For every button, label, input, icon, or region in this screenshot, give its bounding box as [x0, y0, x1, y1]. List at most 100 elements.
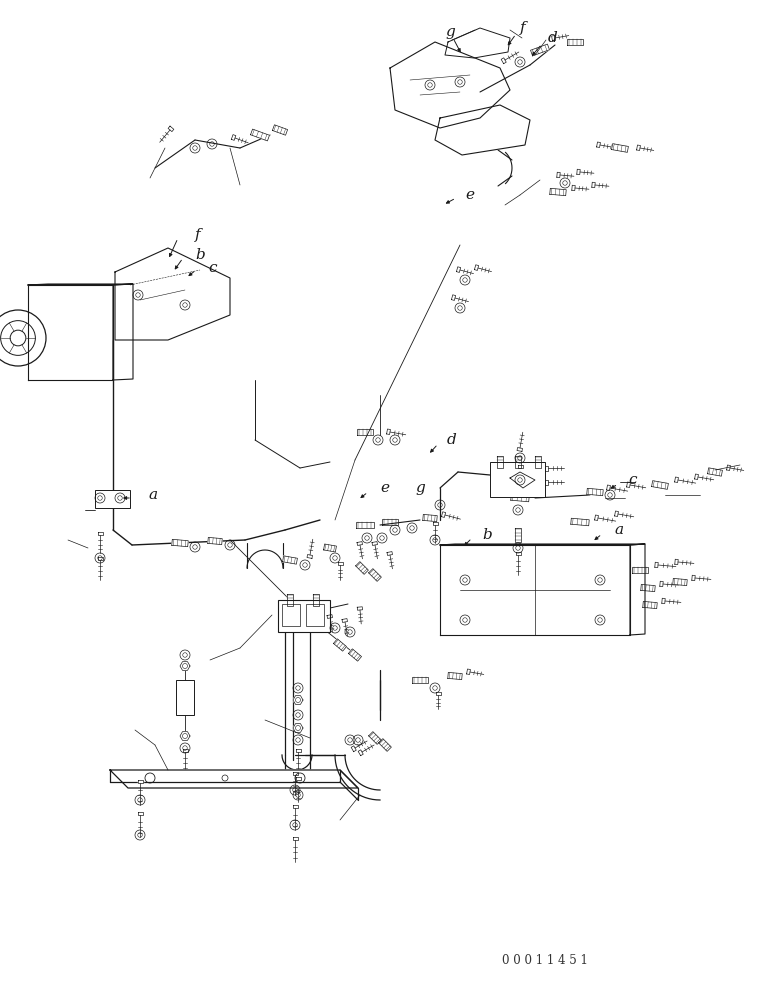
Bar	[95, 490, 130, 508]
Polygon shape	[180, 732, 190, 740]
Polygon shape	[655, 562, 658, 568]
Polygon shape	[250, 129, 269, 141]
Polygon shape	[497, 456, 503, 468]
Polygon shape	[643, 601, 657, 608]
Polygon shape	[390, 42, 510, 128]
Polygon shape	[651, 480, 669, 489]
Polygon shape	[372, 541, 377, 545]
Polygon shape	[448, 672, 462, 679]
Polygon shape	[231, 135, 236, 140]
Polygon shape	[612, 144, 628, 153]
Polygon shape	[295, 749, 301, 752]
Bar	[306, 604, 324, 626]
Polygon shape	[357, 606, 363, 610]
Polygon shape	[440, 545, 630, 635]
Polygon shape	[97, 557, 102, 560]
Text: c: c	[208, 261, 216, 275]
Polygon shape	[606, 485, 610, 490]
Polygon shape	[440, 544, 645, 545]
Polygon shape	[445, 28, 510, 58]
Polygon shape	[423, 515, 437, 522]
Polygon shape	[630, 544, 645, 635]
Polygon shape	[501, 58, 506, 64]
Polygon shape	[592, 182, 595, 187]
Polygon shape	[632, 567, 648, 573]
Polygon shape	[660, 582, 663, 587]
Text: g: g	[445, 25, 455, 39]
Text: e: e	[465, 188, 474, 202]
Polygon shape	[456, 267, 461, 272]
Polygon shape	[442, 512, 446, 518]
Text: b: b	[195, 248, 205, 262]
Polygon shape	[550, 188, 566, 195]
Polygon shape	[182, 749, 187, 752]
Polygon shape	[691, 575, 695, 581]
Polygon shape	[545, 465, 548, 470]
Polygon shape	[577, 170, 580, 175]
Polygon shape	[436, 692, 440, 695]
Polygon shape	[357, 541, 363, 545]
Polygon shape	[433, 522, 437, 525]
Polygon shape	[356, 522, 374, 528]
Text: c: c	[628, 473, 637, 487]
Polygon shape	[637, 145, 641, 151]
Polygon shape	[110, 770, 358, 788]
Polygon shape	[342, 618, 348, 622]
Polygon shape	[137, 780, 143, 783]
Polygon shape	[412, 677, 428, 683]
Polygon shape	[172, 539, 188, 546]
Polygon shape	[567, 39, 583, 45]
Polygon shape	[295, 777, 301, 780]
Polygon shape	[535, 456, 541, 468]
Polygon shape	[292, 772, 298, 775]
Text: a: a	[148, 488, 157, 502]
Polygon shape	[435, 105, 530, 155]
Polygon shape	[552, 35, 556, 41]
Polygon shape	[113, 284, 133, 380]
Polygon shape	[627, 482, 631, 487]
Polygon shape	[557, 173, 560, 177]
Polygon shape	[180, 662, 190, 670]
Polygon shape	[369, 732, 381, 744]
Polygon shape	[511, 494, 529, 502]
Polygon shape	[515, 552, 521, 555]
Polygon shape	[333, 639, 347, 651]
Text: b: b	[482, 528, 492, 542]
Polygon shape	[707, 467, 723, 476]
Polygon shape	[675, 559, 679, 565]
Polygon shape	[587, 488, 603, 496]
Text: f: f	[520, 21, 526, 35]
Polygon shape	[358, 749, 364, 755]
Polygon shape	[28, 285, 113, 380]
Polygon shape	[351, 745, 356, 751]
Text: 0 0 0 1 1 4 5 1: 0 0 0 1 1 4 5 1	[502, 954, 588, 967]
Polygon shape	[348, 649, 361, 662]
Polygon shape	[675, 477, 679, 482]
Polygon shape	[641, 585, 655, 592]
Polygon shape	[293, 696, 303, 704]
Polygon shape	[545, 479, 548, 484]
Polygon shape	[518, 465, 522, 468]
Text: f: f	[195, 228, 200, 242]
Polygon shape	[672, 579, 687, 586]
Polygon shape	[168, 126, 174, 131]
Polygon shape	[452, 295, 455, 301]
Bar	[490, 462, 545, 497]
Polygon shape	[615, 511, 619, 517]
Polygon shape	[572, 185, 575, 190]
Polygon shape	[597, 142, 600, 148]
Polygon shape	[327, 614, 332, 618]
Polygon shape	[515, 456, 521, 468]
Polygon shape	[292, 837, 298, 840]
Polygon shape	[474, 265, 479, 270]
Text: a: a	[614, 523, 623, 537]
Polygon shape	[356, 562, 368, 575]
Polygon shape	[662, 599, 665, 603]
Polygon shape	[357, 429, 373, 435]
Polygon shape	[272, 125, 288, 135]
Bar	[278, 600, 330, 632]
Polygon shape	[726, 465, 730, 470]
Polygon shape	[517, 448, 522, 452]
Polygon shape	[282, 556, 298, 564]
Polygon shape	[694, 474, 698, 479]
